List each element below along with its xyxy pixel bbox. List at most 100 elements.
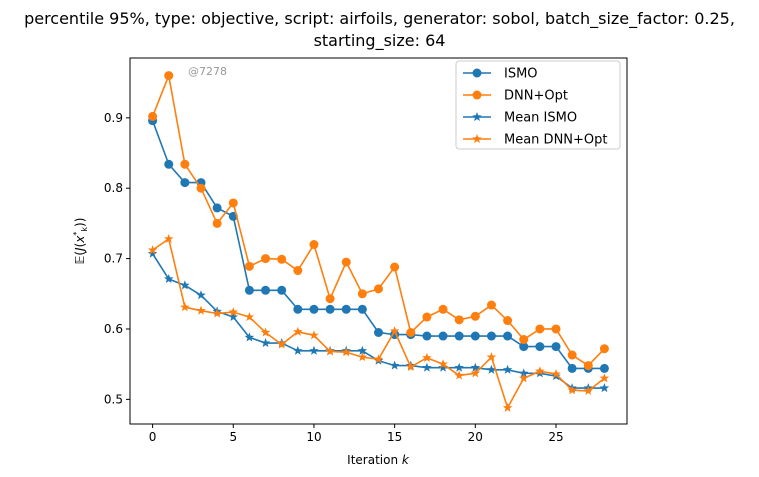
data-point-ismo [374,328,383,337]
data-point-dnn-opt [567,350,577,360]
data-point-mean-dnn-opt [325,346,335,356]
plot-area [147,71,610,412]
data-point-mean-dnn-opt [454,370,464,380]
data-point-ismo [180,178,190,188]
x-tick-label: 20 [468,430,483,444]
data-point-dnn-opt [438,304,448,314]
data-point-dnn-opt [164,71,174,81]
x-tick-label: 5 [229,430,237,444]
data-point-mean-dnn-opt [389,326,400,336]
data-point-dnn-opt [228,198,238,208]
data-point-mean-dnn-opt [212,308,222,318]
data-point-mean-ismo [357,345,368,355]
data-point-ismo [519,342,529,352]
data-point-ismo [567,363,577,373]
legend-marker-dnn-opt [472,90,482,100]
chart-title-line1: percentile 95%, type: objective, script:… [24,9,735,29]
data-point-mean-dnn-opt [373,354,384,364]
data-point-dnn-opt [148,111,158,121]
legend-label-dnn-opt: DNN+Opt [504,89,568,104]
data-point-ismo [357,304,367,314]
data-point-mean-ismo [470,362,481,372]
legend-label-mean-dnn-opt: Mean DNN+Opt [504,133,608,148]
legend-label-mean-ismo: Mean ISMO [504,111,577,126]
y-axis-label: 𝔼(J(x*k)) [72,218,89,265]
data-point-mean-dnn-opt [502,402,513,412]
data-point-dnn-opt [277,254,287,264]
data-point-dnn-opt [519,335,529,345]
data-point-ismo [261,285,271,295]
data-point-mean-dnn-opt [567,385,577,395]
data-point-ismo [341,304,351,314]
data-point-mean-dnn-opt [293,326,303,336]
data-point-dnn-opt [535,324,545,334]
data-point-ismo [309,304,319,314]
data-point-ismo [535,342,545,352]
data-point-mean-ismo [438,362,448,372]
data-point-ismo [422,331,432,341]
legend: ISMO DNN+Opt Mean ISMO Mean DNN+Opt [455,60,621,150]
data-point-mean-dnn-opt [422,352,432,362]
data-point-mean-dnn-opt [583,385,594,395]
data-point-mean-dnn-opt [551,369,561,379]
data-point-ismo [470,331,480,341]
data-point-ismo [164,159,174,169]
data-point-ismo [244,285,254,295]
data-point-mean-dnn-opt [470,368,481,378]
data-point-dnn-opt [212,218,222,228]
legend-label-ismo: ISMO [504,67,538,82]
data-point-dnn-opt [454,315,464,325]
data-point-mean-dnn-opt [518,373,529,383]
x-tick-label: 0 [149,430,157,444]
data-point-ismo [293,304,303,314]
data-point-ismo [454,331,464,341]
data-point-ismo [212,203,222,213]
chart-title-line2: starting_size: 64 [314,31,446,51]
data-point-mean-ismo [180,280,190,290]
legend-marker-ismo [472,68,482,78]
data-point-mean-dnn-opt [599,373,610,383]
data-point-mean-ismo [486,364,497,374]
x-axis-label: Iteration k [347,453,410,467]
data-point-mean-ismo [163,274,174,284]
data-point-mean-dnn-opt [438,359,448,369]
data-point-ismo [277,285,287,295]
data-point-mean-dnn-opt [147,245,158,255]
data-point-mean-ismo [196,290,206,300]
data-point-mean-dnn-opt [341,347,351,357]
data-point-ismo [599,363,609,373]
data-point-mean-ismo [454,362,464,372]
data-point-mean-ismo [309,345,319,355]
data-point-mean-dnn-opt [180,302,190,312]
watermark: @7278 [188,65,227,78]
data-point-dnn-opt [583,361,593,371]
data-point-ismo [503,331,513,341]
data-point-dnn-opt [374,284,383,294]
x-tick-label: 10 [306,430,321,444]
x-tick-label: 25 [548,430,563,444]
data-point-mean-dnn-opt [196,305,206,315]
data-point-mean-dnn-opt [163,233,174,243]
data-point-dnn-opt [470,311,480,321]
data-point-dnn-opt [261,254,271,264]
data-point-mean-ismo [228,312,239,322]
data-point-dnn-opt [503,316,513,326]
data-point-mean-dnn-opt [244,312,255,322]
data-point-dnn-opt [293,266,303,276]
data-point-ismo [486,331,496,341]
data-point-mean-ismo [244,332,255,342]
data-point-mean-ismo [518,368,529,378]
data-point-dnn-opt [406,328,416,337]
y-tick-label: 0.8 [104,181,123,195]
legend-marker-mean-dnn-opt [472,134,482,144]
data-point-dnn-opt [486,300,496,310]
data-point-ismo [438,331,448,341]
data-point-dnn-opt [180,159,190,169]
data-point-dnn-opt [357,289,367,299]
data-point-dnn-opt [422,312,432,322]
data-point-mean-dnn-opt [357,352,368,362]
data-point-dnn-opt [341,257,351,267]
x-tick-label: 15 [387,430,402,444]
y-tick-label: 0.9 [104,111,123,125]
